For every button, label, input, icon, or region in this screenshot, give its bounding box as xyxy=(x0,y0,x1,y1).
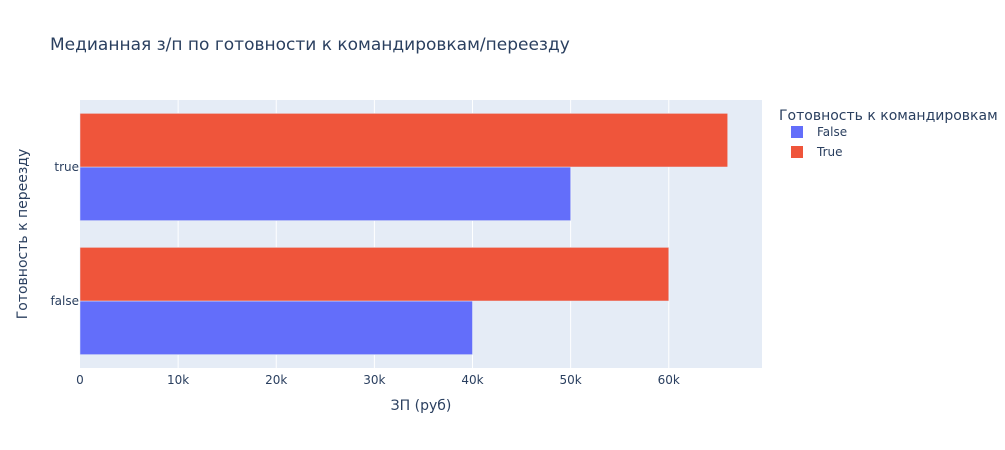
x-tick-label: 60k xyxy=(658,373,680,387)
chart-title: Медианная з/п по готовности к командиров… xyxy=(50,35,570,55)
legend-label-true: True xyxy=(816,145,843,159)
bar-true-false xyxy=(80,247,669,301)
x-tick-labels: 0 10k 20k 30k 40k 50k 60k xyxy=(76,373,680,387)
x-tick-label: 50k xyxy=(560,373,582,387)
legend-title: Готовность к командировкам xyxy=(779,108,998,124)
y-tick-label: true xyxy=(54,160,79,174)
x-tick-label: 20k xyxy=(265,373,287,387)
x-tick-label: 40k xyxy=(461,373,483,387)
y-tick-labels: false true xyxy=(50,160,79,308)
x-tick-label: 0 xyxy=(76,373,84,387)
x-tick-label: 10k xyxy=(167,373,189,387)
x-tick-label: 30k xyxy=(363,373,385,387)
x-axis-title: ЗП (руб) xyxy=(391,398,452,414)
legend-swatch-true xyxy=(791,146,803,158)
y-tick-label: false xyxy=(50,294,79,308)
bar-true-true xyxy=(80,113,728,167)
bar-false-true xyxy=(80,167,571,221)
bar-false-false xyxy=(80,301,473,355)
legend-label-false: False xyxy=(817,125,847,139)
legend: Готовность к командировкам False True xyxy=(779,108,998,159)
legend-swatch-false xyxy=(791,126,803,138)
y-axis-title: Готовность к переезду xyxy=(15,149,31,320)
